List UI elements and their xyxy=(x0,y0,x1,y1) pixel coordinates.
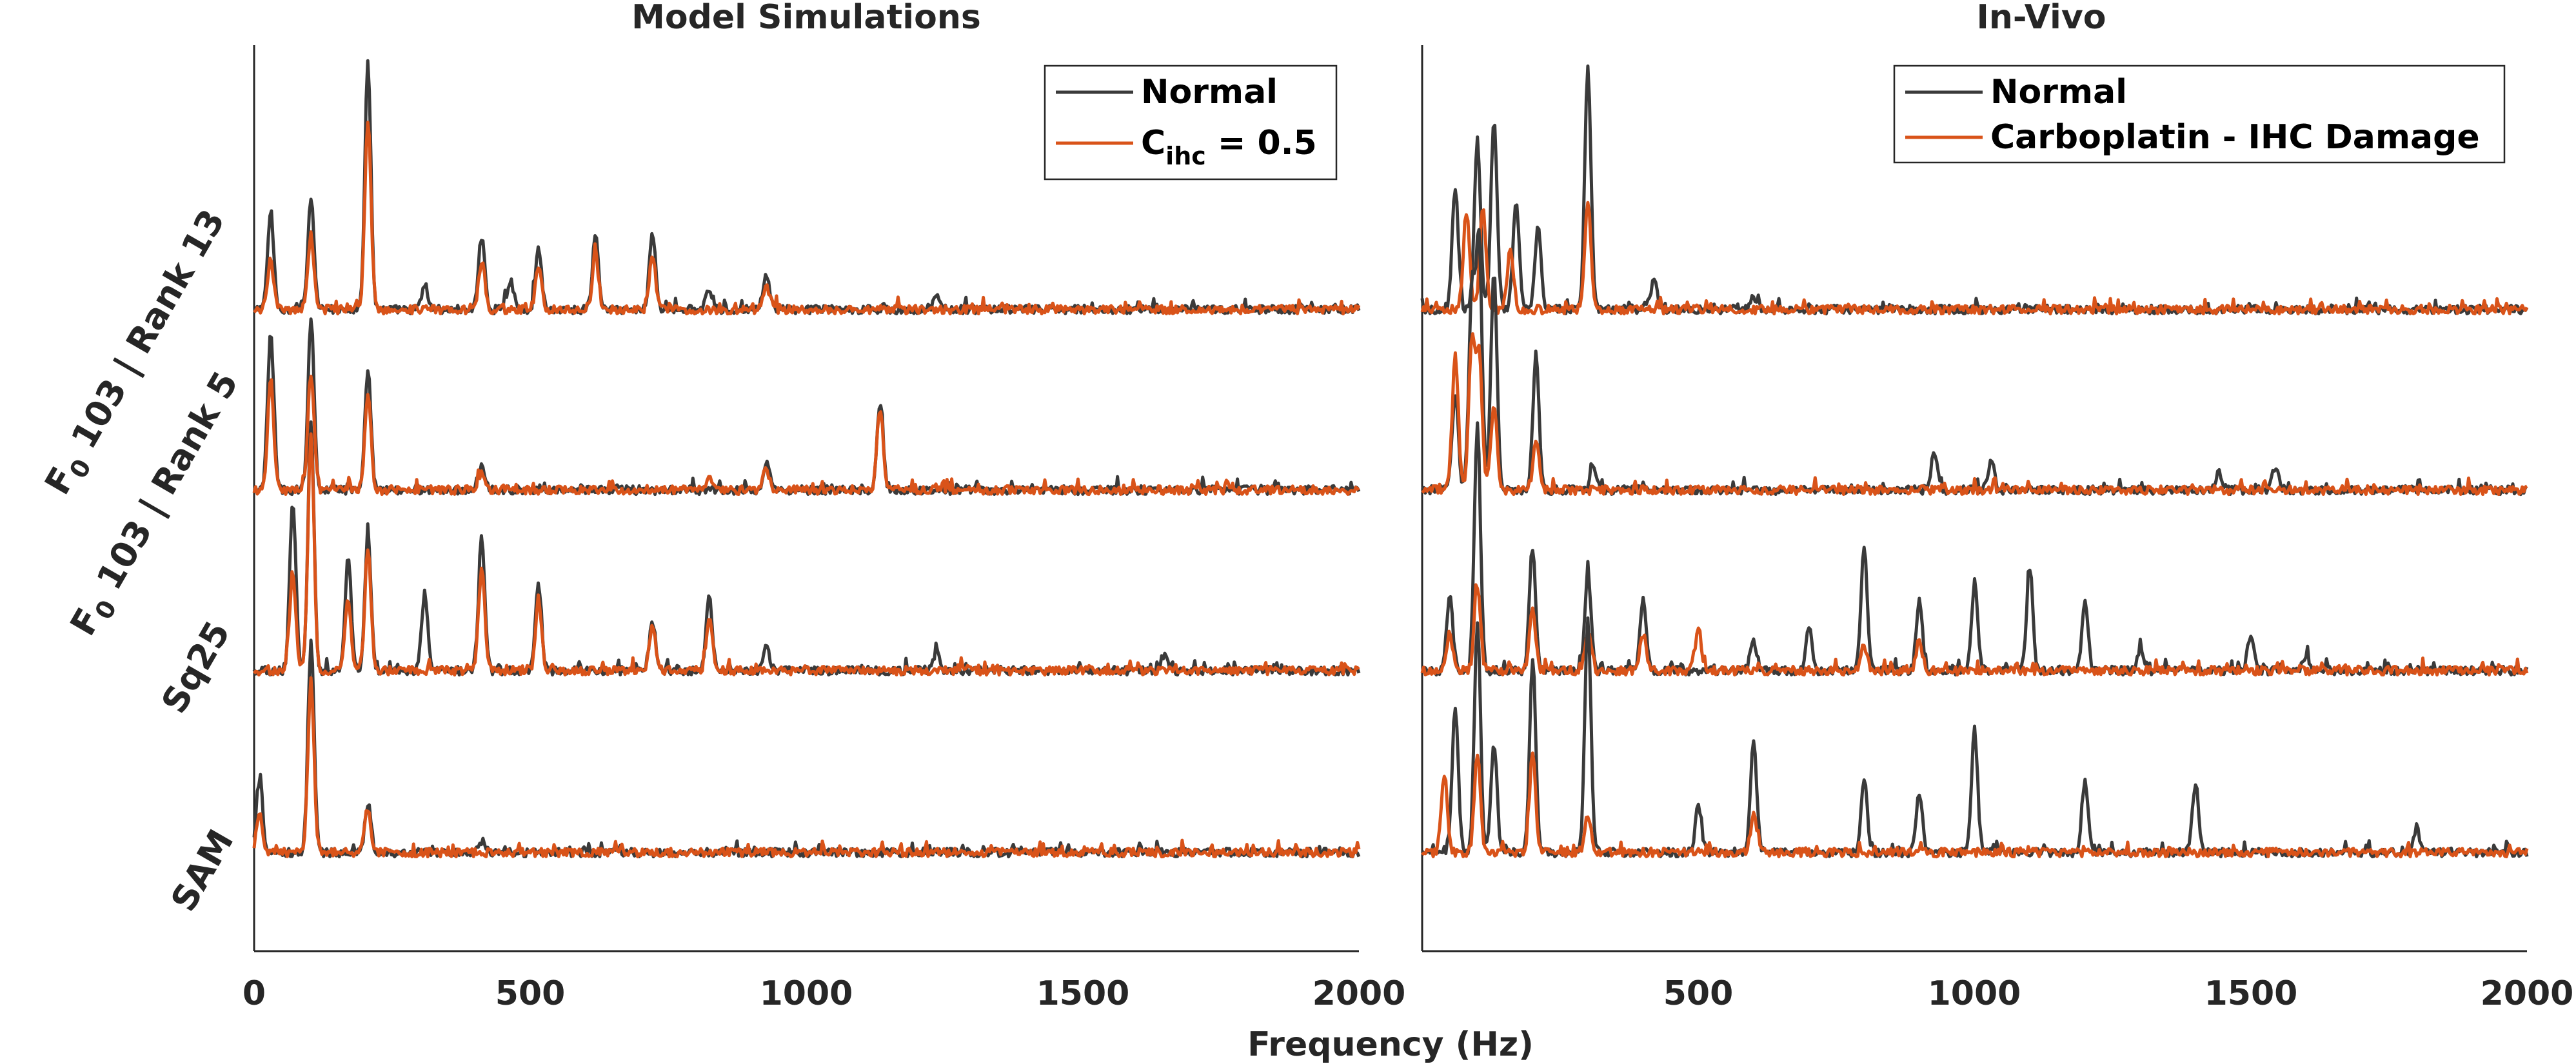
x-tick-label: 500 xyxy=(495,974,566,1013)
x-tick-label: 1000 xyxy=(1928,974,2021,1013)
right-x-tick-labels: 500 1000 1500 2000 xyxy=(1663,974,2574,1013)
row-label-sam: SAM xyxy=(163,823,242,918)
x-axis-label: Frequency (Hz) xyxy=(1247,1025,1534,1064)
legend-label-tail: = 0.5 xyxy=(1206,124,1317,163)
x-tick-label: 500 xyxy=(1663,974,1734,1013)
legend-label-normal: Normal xyxy=(1141,73,1278,112)
right-axes xyxy=(1421,45,2527,952)
trace-normal-model-row2 xyxy=(252,317,1361,497)
trace-impaired-invivo-row2 xyxy=(1421,332,2528,497)
traces xyxy=(252,59,2529,859)
trace-impaired-model-row3 xyxy=(253,432,1360,677)
legend-box xyxy=(1893,64,2506,164)
legend-right: Normal Carboplatin - IHC Damage xyxy=(1893,64,2506,164)
legend-label-sub: ihc xyxy=(1165,142,1206,170)
row-label-post: Sq25 xyxy=(154,615,238,720)
legend-left: Normal Cihc = 0.5 xyxy=(1044,64,1338,181)
row-label-rank13: F0 103 | Rank 13 xyxy=(37,202,237,504)
row-label-sq25: Sq25 xyxy=(154,615,238,720)
left-axes xyxy=(253,45,1359,952)
x-tick-label: 1500 xyxy=(2204,974,2298,1013)
trace-impaired-model-row2 xyxy=(252,375,1360,497)
trace-impaired-invivo-row4 xyxy=(1421,751,2529,859)
x-tick-label: 1000 xyxy=(760,974,853,1013)
x-tick-label: 2000 xyxy=(1313,974,1406,1013)
trace-impaired-model-row1 xyxy=(253,121,1361,316)
legend-label-impaired: Carboplatin - IHC Damage xyxy=(1990,118,2480,157)
legend-label-normal: Normal xyxy=(1990,73,2127,112)
legend-label-main: C xyxy=(1141,124,1165,163)
row-label-post: SAM xyxy=(163,823,242,918)
trace-normal-model-row3 xyxy=(252,420,1361,677)
x-tick-label: 2000 xyxy=(2481,974,2574,1013)
panel-title-model-simulations: Model Simulations xyxy=(631,0,981,37)
trace-impaired-invivo-row3 xyxy=(1420,583,2529,677)
trace-impaired-invivo-row1 xyxy=(1420,201,2529,316)
x-tick-label: 0 xyxy=(243,974,266,1013)
trace-normal-invivo-row2 xyxy=(1421,228,2528,497)
legend-label-impaired: Cihc = 0.5 xyxy=(1141,124,1317,170)
trace-impaired-model-row4 xyxy=(252,676,1361,859)
left-x-tick-labels: 0 500 1000 1500 2000 xyxy=(243,974,1405,1013)
legend-box xyxy=(1044,64,1338,181)
x-tick-label: 1500 xyxy=(1036,974,1130,1013)
panel-title-in-vivo: In-Vivo xyxy=(1977,0,2106,37)
